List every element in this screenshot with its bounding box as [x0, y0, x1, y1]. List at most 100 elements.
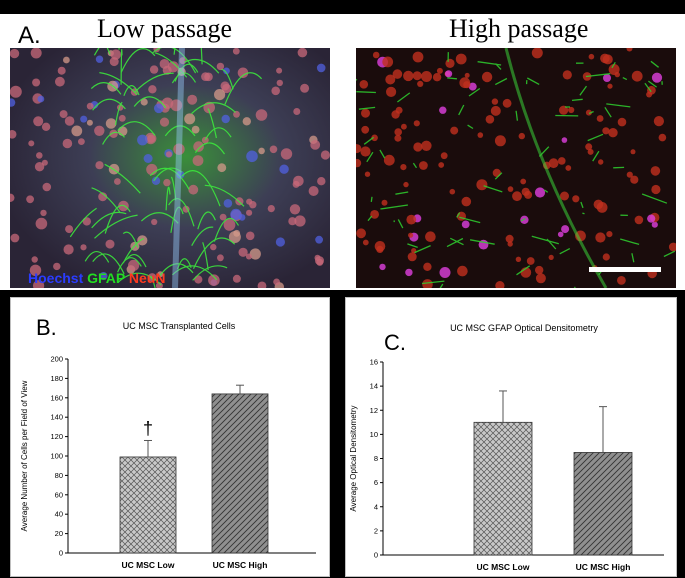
cell-nucleus	[651, 184, 661, 195]
cell-nucleus	[293, 175, 304, 187]
cell-nucleus	[607, 83, 613, 89]
cell-nucleus	[617, 276, 626, 285]
cell-nucleus	[194, 275, 203, 284]
cell-nucleus	[600, 53, 610, 64]
gfap-fiber	[585, 73, 611, 78]
significance-marker: †	[143, 418, 153, 438]
gfap-fiber	[192, 237, 236, 269]
gfap-fiber	[515, 110, 519, 121]
bar	[473, 421, 533, 556]
low-passage-image: Hoechst	[10, 48, 330, 288]
cell-nucleus	[105, 118, 117, 129]
cell-nucleus	[35, 217, 48, 230]
gfap-fiber	[164, 125, 196, 137]
cell-nucleus	[491, 98, 499, 105]
cell-nucleus	[461, 220, 470, 229]
cell-nucleus	[524, 190, 533, 199]
chart-b: UC MSC Transplanted Cells 0 20 40 60 80 100 120…	[20, 321, 316, 570]
cell-nucleus	[379, 263, 386, 271]
gfap-fiber	[363, 136, 374, 145]
cell-nucleus	[412, 51, 424, 63]
cell-nucleus	[477, 132, 484, 138]
cell-nucleus	[421, 140, 432, 151]
cell-nucleus	[216, 62, 225, 71]
y-tick-label: 0	[374, 551, 378, 560]
gfap-fiber	[446, 237, 464, 248]
cell-nucleus	[481, 71, 493, 83]
legend-hoechst-text: Hoechst	[28, 270, 84, 286]
gfap-fiber	[421, 280, 445, 285]
cell-nucleus	[300, 83, 310, 93]
cell-nucleus	[561, 225, 570, 234]
cell-nucleus	[242, 117, 251, 126]
bar	[119, 456, 177, 554]
cell-nucleus	[526, 257, 535, 265]
gfap-fiber	[580, 201, 584, 209]
cell-nucleus	[356, 228, 366, 239]
cell-nucleus	[361, 108, 370, 118]
gfap-fiber	[154, 52, 188, 78]
y-tick-label: 100	[50, 452, 63, 461]
gfap-fiber	[90, 82, 122, 95]
cell-nucleus	[371, 134, 378, 142]
cell-nucleus	[608, 128, 618, 138]
gfap-fiber	[588, 110, 594, 115]
cell-nucleus	[280, 148, 293, 160]
y-tick-label: 160	[50, 393, 63, 402]
cell-nucleus	[147, 134, 156, 143]
cell-nucleus	[316, 63, 326, 73]
cell-nucleus	[382, 56, 394, 68]
y-tick-label: 14	[370, 382, 378, 391]
cell-nucleus	[630, 175, 639, 184]
cell-nucleus	[381, 199, 388, 206]
cell-nucleus	[137, 134, 148, 146]
cell-nucleus	[557, 231, 564, 238]
gfap-fiber	[93, 48, 100, 56]
cell-nucleus	[33, 116, 44, 127]
gfap-fiber	[458, 104, 465, 116]
cell-nucleus	[176, 170, 185, 179]
cell-nucleus	[37, 95, 45, 103]
cell-nucleus	[29, 264, 42, 276]
cell-nucleus	[10, 193, 15, 202]
cell-nucleus	[432, 73, 442, 82]
gfap-fiber	[224, 72, 263, 105]
cell-nucleus	[26, 195, 34, 204]
cell-nucleus	[606, 231, 613, 238]
chart-c: UC MSC GFAP Optical Densitometry 0 2 4 6 8 10 1…	[349, 323, 664, 572]
y-tick-label: 2	[374, 526, 378, 535]
gfap-fiber	[559, 248, 571, 255]
y-tick-label: 60	[55, 490, 63, 499]
gfap-fiber	[620, 238, 640, 246]
gfap-fiber	[117, 272, 162, 286]
cell-nucleus	[118, 114, 126, 122]
high-passage-micrograph	[356, 48, 676, 288]
x-tick-label: UC MSC Low	[477, 562, 530, 572]
gfap-fiber	[91, 187, 121, 213]
gfap-fiber	[213, 217, 240, 242]
gfap-fiber	[582, 212, 585, 215]
cell-nucleus	[360, 146, 371, 157]
cell-nucleus	[535, 265, 544, 275]
cell-nucleus	[191, 125, 200, 134]
cell-nucleus	[57, 66, 66, 75]
cell-nucleus	[246, 209, 253, 216]
cell-nucleus	[561, 137, 568, 143]
cell-nucleus	[385, 74, 396, 85]
gfap-fiber	[367, 215, 373, 222]
cell-nucleus	[320, 150, 330, 160]
cell-nucleus	[279, 164, 289, 174]
x-tick-label: UC MSC High	[576, 562, 631, 572]
gfap-fiber	[366, 151, 374, 163]
cell-nucleus	[33, 280, 45, 288]
cell-nucleus	[485, 115, 495, 124]
cell-nucleus	[565, 165, 572, 171]
gfap-fiber	[202, 242, 209, 271]
cell-nucleus	[159, 117, 170, 127]
cell-nucleus	[423, 262, 432, 271]
cell-nucleus	[512, 191, 522, 202]
cell-nucleus	[276, 67, 283, 74]
cell-nucleus	[407, 252, 417, 262]
cell-nucleus	[82, 217, 92, 226]
cell-nucleus	[10, 85, 22, 98]
